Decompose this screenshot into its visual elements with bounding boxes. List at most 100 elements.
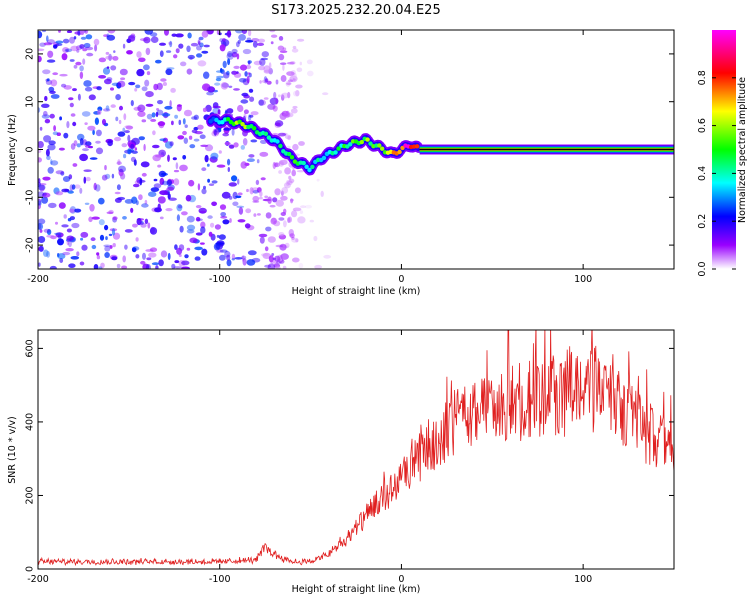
noise-cell <box>232 191 238 200</box>
noise-cell <box>177 135 185 140</box>
noise-cell <box>47 39 55 45</box>
noise-cell <box>130 143 135 150</box>
noise-cell <box>95 184 101 192</box>
x-tick-label: 100 <box>574 274 592 285</box>
noise-cell <box>320 190 324 197</box>
noise-cell <box>216 164 226 168</box>
noise-cell <box>124 244 128 250</box>
noise-cell <box>253 213 257 217</box>
noise-cell <box>61 83 67 88</box>
noise-cell <box>247 250 257 256</box>
noise-cell <box>38 262 41 267</box>
noise-cell <box>190 42 199 47</box>
noise-cell <box>284 134 292 140</box>
y-tick-label: 600 <box>25 339 36 357</box>
noise-cell <box>267 103 276 110</box>
noise-cell <box>62 176 71 182</box>
noise-cell <box>268 255 274 263</box>
noise-cell <box>84 30 89 34</box>
noise-cell <box>211 180 218 184</box>
noise-cell <box>316 178 320 182</box>
noise-cell <box>133 183 140 188</box>
noise-cell <box>38 107 41 113</box>
noise-cell <box>49 113 55 119</box>
noise-cell <box>131 247 137 253</box>
noise-cell <box>194 256 201 261</box>
noise-cell <box>278 232 285 237</box>
noise-cell <box>65 49 69 52</box>
noise-cell <box>173 178 180 186</box>
noise-cell <box>246 75 250 84</box>
noise-cell <box>70 255 80 260</box>
noise-cell <box>58 147 65 151</box>
noise-cell <box>69 102 74 108</box>
noise-cell <box>132 223 138 228</box>
noise-cell <box>206 91 215 96</box>
noise-cell <box>231 70 238 75</box>
noise-cell <box>174 114 179 119</box>
noise-cell <box>270 34 278 38</box>
noise-cell <box>179 225 184 233</box>
noise-cell <box>140 161 150 168</box>
noise-cell <box>200 242 205 245</box>
noise-cell <box>82 148 89 152</box>
noise-cell <box>150 118 157 122</box>
noise-cell <box>91 244 97 250</box>
noise-cell <box>45 148 50 157</box>
noise-cell <box>123 153 127 159</box>
noise-cell <box>112 56 119 61</box>
noise-cell <box>52 131 59 136</box>
noise-cell <box>269 30 276 33</box>
noise-cell <box>79 153 88 162</box>
noise-cell <box>141 172 147 177</box>
noise-cell <box>202 107 207 113</box>
noise-cell <box>211 201 218 207</box>
noise-cell <box>213 129 217 136</box>
noise-cell <box>249 187 254 195</box>
noise-cell <box>130 100 134 107</box>
noise-cell <box>182 155 187 160</box>
noise-cell <box>263 65 271 73</box>
noise-cell <box>288 178 295 183</box>
ridge-cell <box>220 120 225 125</box>
noise-cell <box>220 215 228 219</box>
snr-x-ticks: -200 -100 0 100 <box>27 330 592 585</box>
noise-cell <box>207 215 213 219</box>
noise-cell <box>137 111 146 117</box>
noise-cell <box>249 96 255 102</box>
noise-cell <box>76 49 80 53</box>
noise-cell <box>242 138 248 146</box>
noise-cell <box>287 135 291 141</box>
noise-cell <box>149 227 158 235</box>
noise-cell <box>88 216 93 223</box>
noise-cell <box>104 165 107 171</box>
noise-cell <box>291 210 298 218</box>
noise-cell <box>291 237 299 243</box>
noise-cell <box>245 208 252 214</box>
noise-cell <box>122 255 126 263</box>
noise-cell <box>39 229 43 233</box>
noise-cell <box>197 183 201 191</box>
noise-cell <box>114 136 122 142</box>
noise-cell <box>231 258 235 261</box>
noise-cell <box>144 79 150 87</box>
noise-cell <box>231 253 236 260</box>
noise-cell <box>119 68 128 76</box>
noise-cell <box>72 88 77 92</box>
noise-cell <box>191 116 198 120</box>
noise-cell <box>205 104 212 112</box>
noise-cell <box>264 78 269 83</box>
noise-cell <box>63 132 69 139</box>
noise-cell <box>307 70 314 77</box>
noise-cell <box>237 39 241 44</box>
noise-cell <box>199 210 207 214</box>
noise-cell <box>185 194 192 202</box>
x-tick-label: -200 <box>27 574 49 585</box>
noise-cell <box>128 142 136 149</box>
noise-cell <box>237 192 243 196</box>
noise-cell <box>112 216 118 221</box>
noise-cell <box>227 58 231 66</box>
noise-cell <box>159 190 168 196</box>
noise-cell <box>252 195 260 202</box>
noise-cell <box>71 184 76 190</box>
